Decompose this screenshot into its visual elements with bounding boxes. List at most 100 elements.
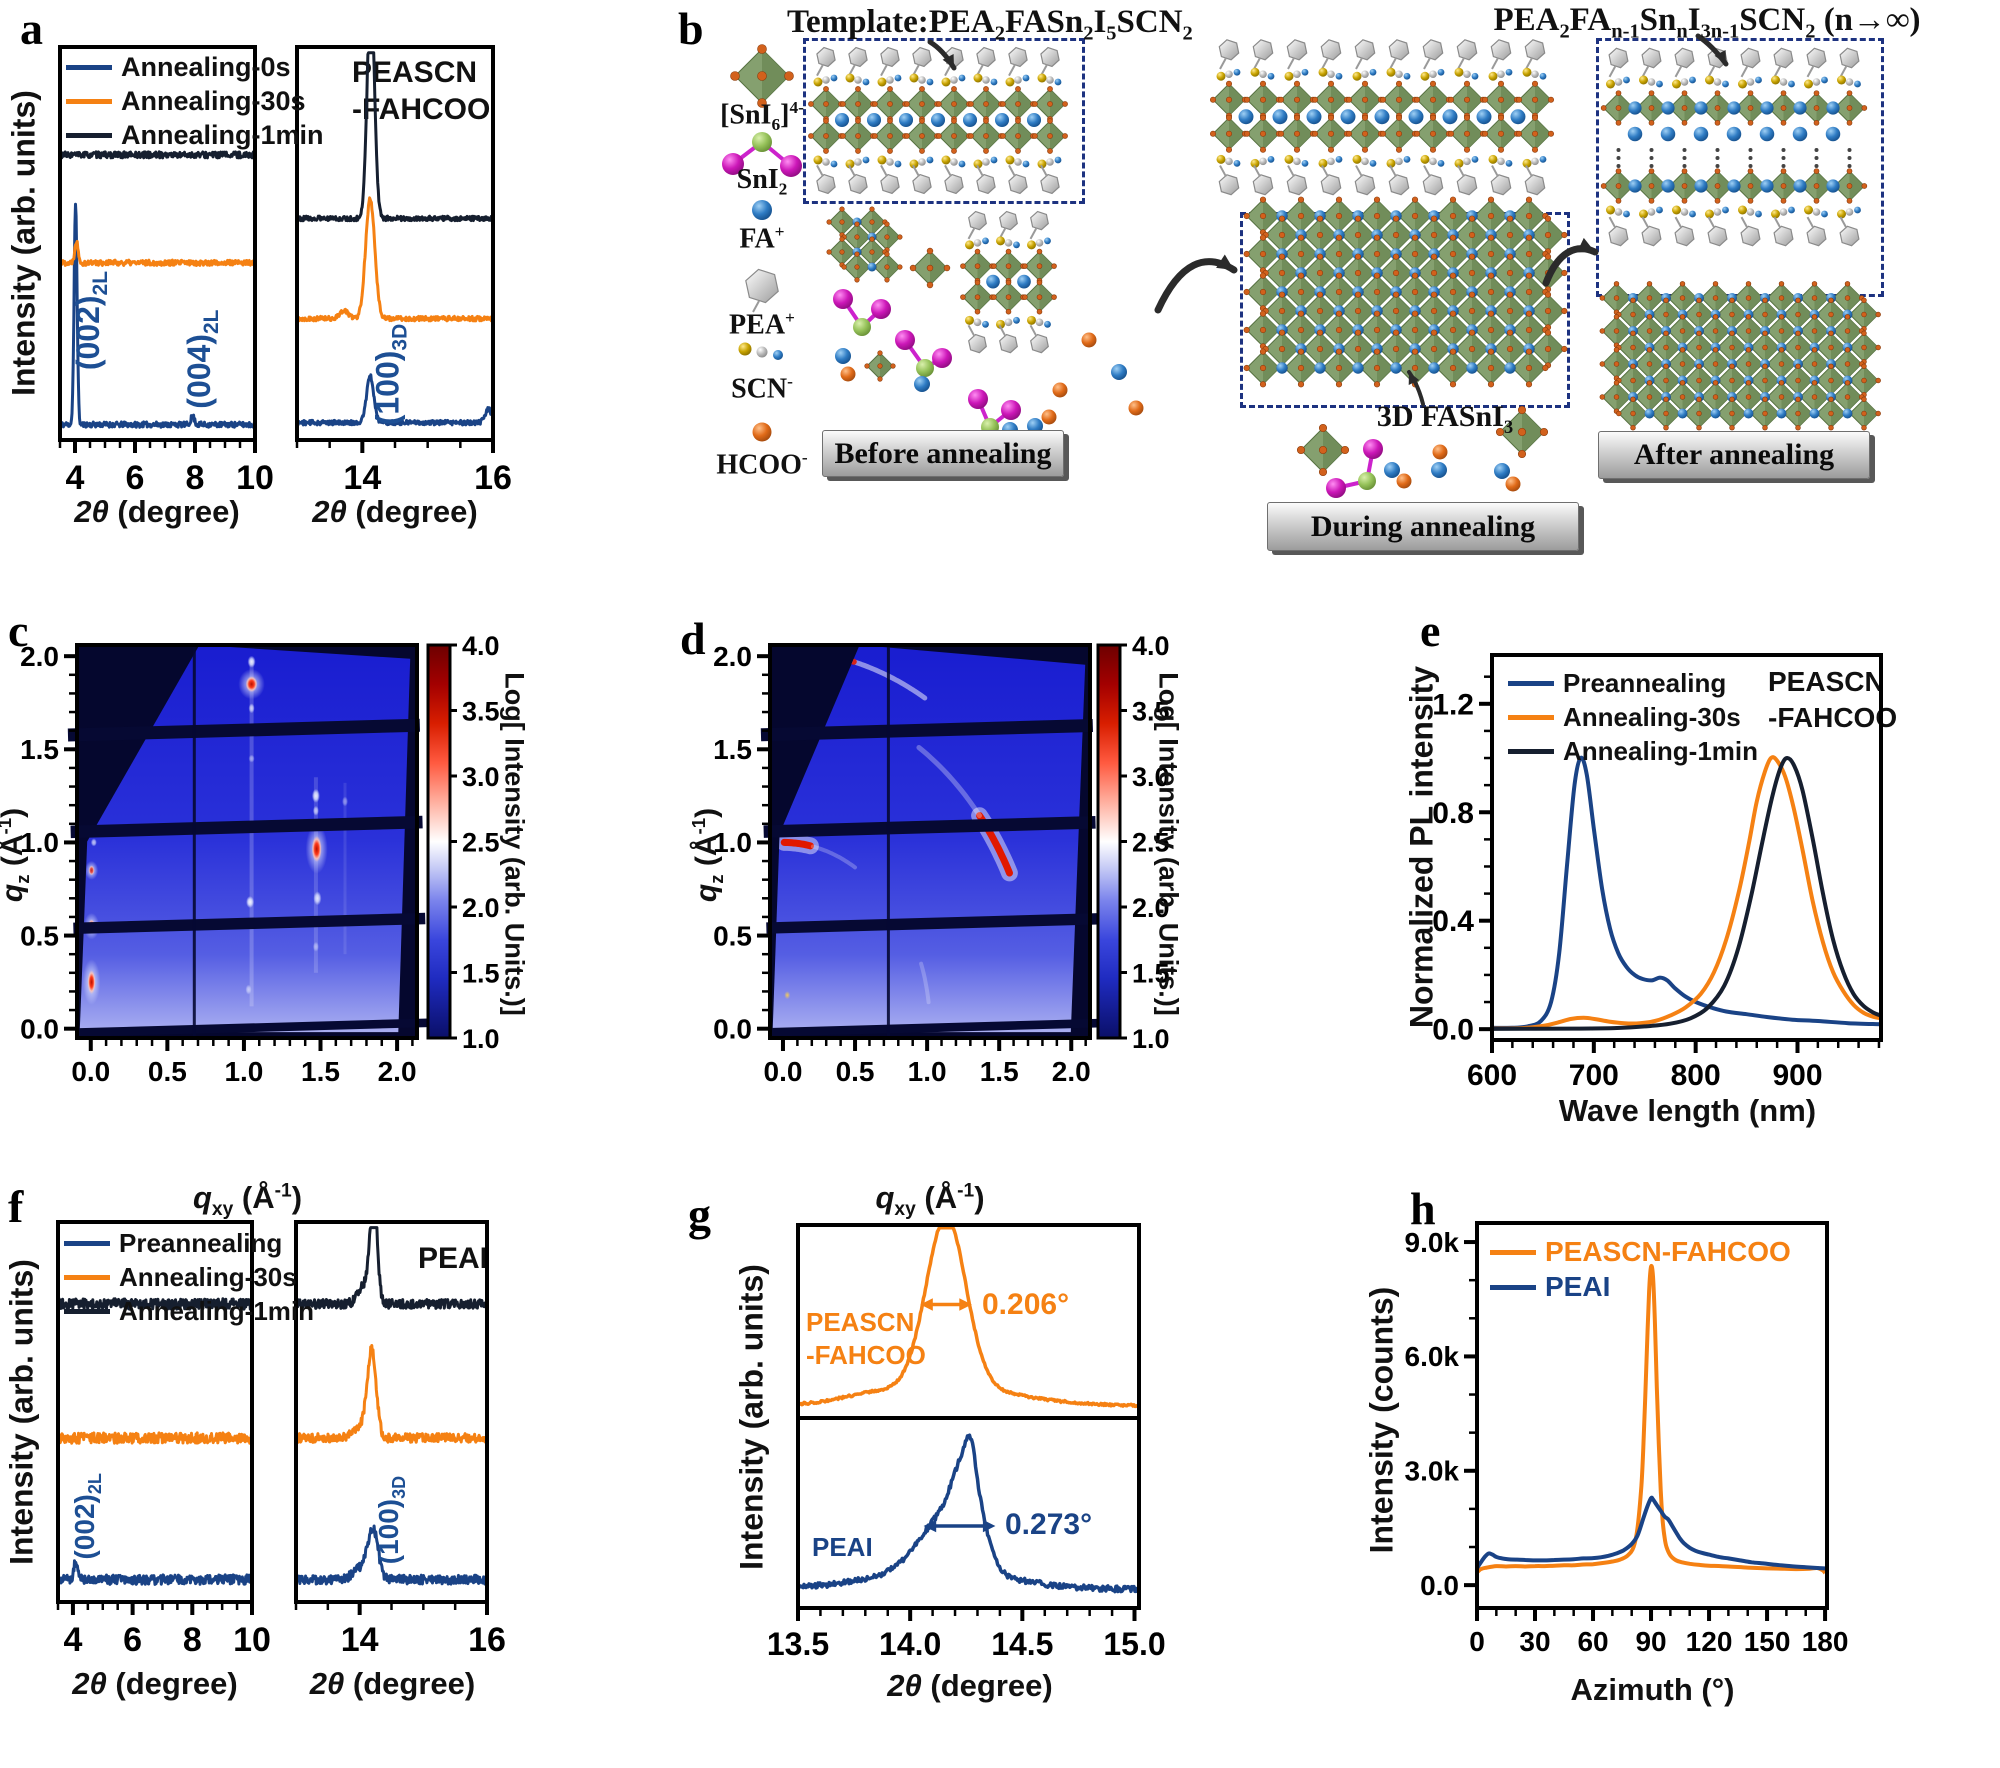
- pea-hexagon: [976, 173, 996, 195]
- peak-annotation: (100)3D: [373, 1476, 409, 1564]
- blue-ion: [1793, 179, 1807, 193]
- blue-ion: [1661, 101, 1675, 115]
- series-PEAI: [1475, 1495, 1826, 1571]
- diffraction-spot: [245, 676, 258, 693]
- chart-text: 0.0: [71, 1056, 110, 1087]
- scattering-features: [775, 654, 1018, 1005]
- arrow-head: [942, 54, 954, 68]
- chart-text: 180: [1802, 1626, 1849, 1657]
- blue-ion: [1825, 126, 1841, 142]
- pea-hexagon: [1806, 225, 1827, 247]
- legend-label-hcoo: HCOO-: [716, 448, 808, 481]
- chart-text: 10: [236, 459, 274, 497]
- yel-ion: [1454, 158, 1464, 168]
- pea-hexagon: [1456, 174, 1478, 196]
- colorbar-tick: 2.0: [462, 893, 500, 923]
- legend-item: Annealing-1min: [66, 120, 324, 151]
- blue-ion: [1335, 72, 1343, 80]
- gray-ion: [950, 76, 958, 84]
- panel-f-xlabel-right: 2θ (degree): [309, 1666, 476, 1701]
- gray-ion: [886, 158, 894, 166]
- blue-ion: [1760, 101, 1774, 115]
- legend-label-sni6: [SnI6]4-: [720, 98, 804, 134]
- gray-ion: [1614, 208, 1623, 216]
- chart-text: 2.0: [20, 641, 59, 672]
- fwhm-value-bottom: 0.273°: [1005, 1508, 1093, 1541]
- blue-ion: [1759, 126, 1775, 142]
- blue-ion: [958, 160, 966, 168]
- chart-text: 30: [1519, 1626, 1550, 1657]
- colorbar-tick: 3.0: [1132, 762, 1170, 792]
- yel-ion: [973, 73, 983, 83]
- mag-ion: [1363, 439, 1383, 459]
- yel-ion: [1027, 240, 1036, 250]
- yel-ion: [1386, 158, 1396, 168]
- yel-ion: [1522, 158, 1532, 168]
- gray-ion: [1327, 70, 1335, 79]
- blue-ion: [1369, 68, 1377, 76]
- plot-frame: [56, 1220, 254, 1604]
- pea-hexagon: [1839, 225, 1860, 247]
- pea-hexagon: [1252, 174, 1274, 196]
- plot-frame: [58, 45, 257, 442]
- gray-ion: [1035, 318, 1044, 327]
- panel-a: 4 6 8 10 (002)2L (004)2L 14 16 (100)3D a Intensi…: [0, 0, 540, 560]
- pea-hexagon: [968, 333, 987, 354]
- blue-ion: [994, 112, 1010, 128]
- yel-ion: [1284, 154, 1294, 164]
- blue-ion: [1437, 68, 1445, 76]
- yel-ion: [909, 73, 919, 83]
- yel-ion: [1837, 75, 1846, 85]
- chart-text: 1.5: [301, 1056, 340, 1087]
- pea-hexagon: [1740, 225, 1761, 247]
- gray-ion: [1293, 70, 1301, 79]
- chart-text: 700: [1569, 1059, 1619, 1092]
- mag-ion: [895, 330, 915, 350]
- yel-ion: [965, 240, 974, 250]
- blue-ion: [1826, 101, 1840, 115]
- panel-d: 0.0 0.5 1.0 1.5 2.0 0.0 0.5 1.0 1.5 2.0 4.0 3.5 3.0 2…: [660, 560, 1400, 1240]
- series-Preannealing: [1491, 755, 1882, 1030]
- series-PEASCN-FAHCOO: [1475, 1263, 1827, 1575]
- pea-hexagon: [1608, 225, 1629, 247]
- diffraction-arc: [916, 745, 982, 819]
- diffraction-arc: [810, 844, 857, 870]
- series-PEASCN-FAHCOO: [796, 1226, 1141, 1409]
- chart-text: 800: [1671, 1059, 1721, 1092]
- blue-ion: [1314, 362, 1326, 374]
- blue-ion: [1722, 80, 1729, 88]
- pea-hexagon: [1286, 39, 1308, 61]
- panel-d-colorbar-label: Log[ Intensity (arb. Units.)]: [1153, 672, 1184, 1016]
- gray-ion: [854, 158, 862, 166]
- blue-ion: [1276, 362, 1288, 374]
- pea-hexagon: [1641, 47, 1662, 69]
- legend-line-icon: [66, 65, 112, 70]
- blue-ion: [1788, 80, 1795, 88]
- blue-ion: [1054, 156, 1062, 164]
- gray-ion: [1497, 157, 1505, 166]
- pea-hexagon: [1456, 39, 1478, 61]
- chart-text: 16: [468, 1621, 506, 1659]
- detector-wedge: [79, 645, 411, 1033]
- yel-ion: [1639, 75, 1648, 85]
- legend-label: Annealing-1min: [121, 120, 324, 150]
- colorbar: [1096, 643, 1122, 1040]
- pea-hexagon: [1773, 47, 1794, 69]
- or-ion: [1432, 444, 1448, 460]
- pea-hexagon: [1218, 39, 1240, 61]
- blue-ion: [1656, 206, 1663, 214]
- diffraction-spot: [311, 835, 322, 862]
- chart-text: 0: [1469, 1626, 1485, 1657]
- blue-ion: [830, 160, 838, 168]
- yel-ion: [1522, 67, 1532, 77]
- chart-text: 10: [233, 1621, 271, 1659]
- pea-hexagon: [848, 173, 868, 195]
- colorbar-tick: 1.0: [1132, 1024, 1170, 1054]
- series-Annealing-1min: [1491, 756, 1882, 1031]
- yel-ion: [1216, 154, 1226, 164]
- arrow-head: [923, 1519, 937, 1533]
- yel-ion: [1606, 205, 1615, 215]
- diffraction-spot: [784, 991, 791, 1000]
- diffraction-spot: [342, 796, 349, 807]
- diffraction-spot: [311, 788, 320, 803]
